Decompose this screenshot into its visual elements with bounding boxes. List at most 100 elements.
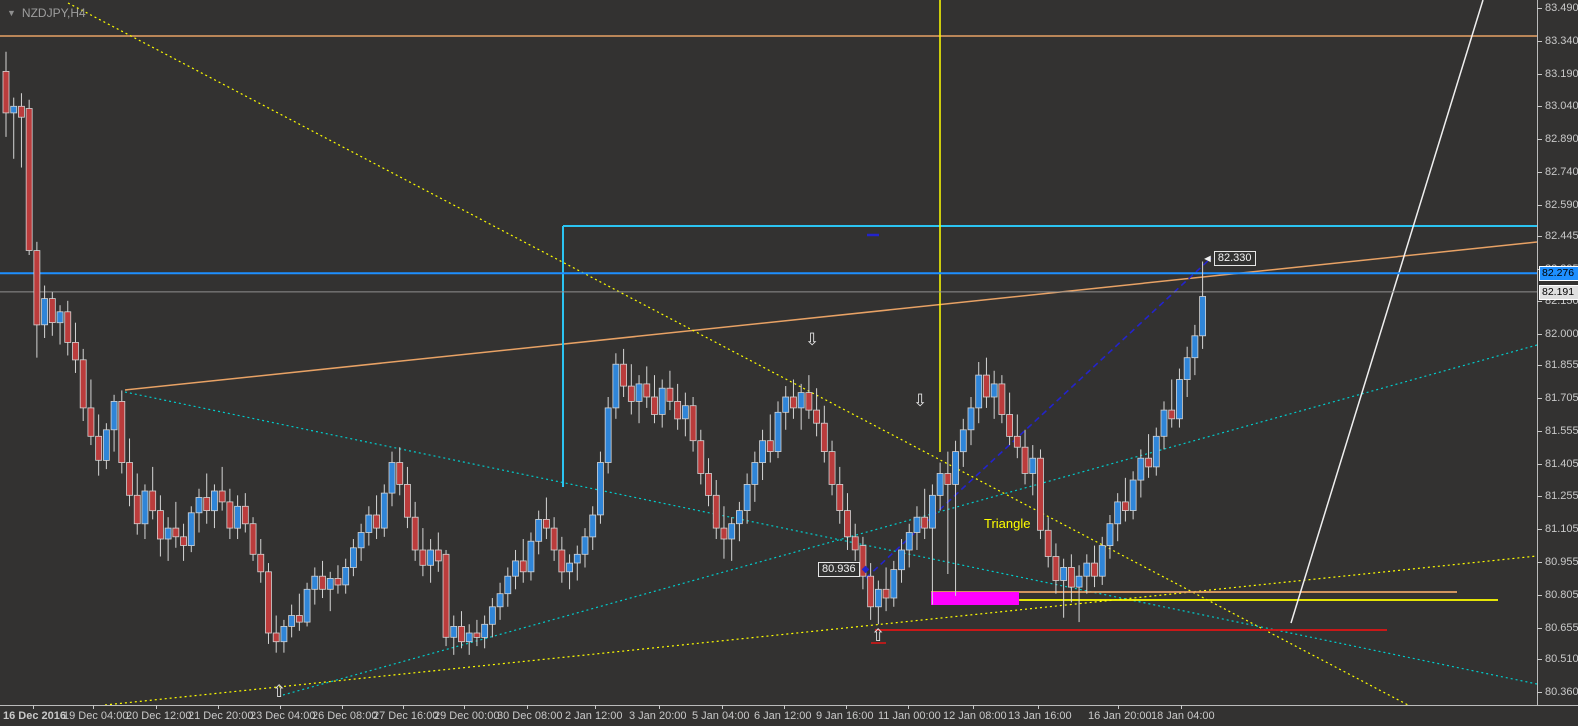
candle-bear <box>33 250 41 326</box>
candle-bear <box>620 363 627 387</box>
candle-bear <box>674 400 682 420</box>
time-tick-mark <box>218 705 219 709</box>
candle-bull <box>41 298 48 326</box>
price-tag-high[interactable]: ◄ 82.330 <box>1202 251 1256 266</box>
candle-bull <box>1176 379 1183 420</box>
time-axis-border <box>0 705 1578 706</box>
candle-bear <box>983 374 990 398</box>
candle-bear <box>720 527 728 540</box>
time-tick-label: 6 Jan 12:00 <box>754 710 812 722</box>
chevron-down-icon[interactable]: ▼ <box>7 8 16 18</box>
candle-bear <box>1044 529 1052 557</box>
candle-bear <box>133 494 141 525</box>
time-tick-mark <box>784 705 785 709</box>
time-tick-label: 11 Jan 00:00 <box>878 710 941 722</box>
candle-bear <box>1013 435 1021 448</box>
candle-bull <box>759 440 766 464</box>
candle-bull <box>1129 479 1137 512</box>
candle-bull <box>1183 357 1191 381</box>
candle-bear <box>697 440 705 474</box>
price-tick-label: 80.360 <box>1545 686 1578 698</box>
time-tick-label: 3 Jan 20:00 <box>629 710 687 722</box>
price-tick-label: 82.590 <box>1545 198 1578 211</box>
candle-bull <box>681 405 689 420</box>
price-tick-mark <box>1537 333 1542 335</box>
price-tick-label: 82.445 <box>1545 230 1578 243</box>
time-tick-label: 26 Dec 08:00 <box>312 710 378 722</box>
price-tick-mark <box>1537 106 1542 108</box>
candle-bear <box>1067 567 1075 588</box>
triangle-text-label[interactable]: Triangle <box>984 516 1031 531</box>
candle-bear <box>550 527 558 551</box>
candle-bear <box>458 626 465 643</box>
candle-bull <box>141 490 149 525</box>
candle-bull <box>743 483 751 511</box>
candle-bear <box>627 385 635 402</box>
price-tick-mark <box>1537 8 1542 9</box>
candle-bull <box>1106 523 1114 547</box>
time-tick-label: 20 Dec 12:00 <box>126 710 192 722</box>
magenta-zone <box>931 592 1019 605</box>
time-tick-mark <box>659 705 660 709</box>
candle-bull <box>975 374 983 409</box>
candle-bear <box>265 571 272 634</box>
time-tick-label: 5 Jan 04:00 <box>692 710 750 722</box>
bid-price-badge: 82.276 <box>1539 266 1578 282</box>
candle-bear <box>1006 414 1013 437</box>
candle-bear <box>851 536 859 551</box>
candle-bull <box>342 567 350 586</box>
price-tick-label: 80.655 <box>1545 621 1578 634</box>
candle-bull <box>1075 575 1083 588</box>
candle-bull <box>349 547 357 568</box>
price-tick-mark <box>1537 496 1542 498</box>
time-tick-label: 29 Dec 00:00 <box>434 710 500 722</box>
candle-bear <box>543 519 550 529</box>
candle-bull <box>774 411 782 452</box>
candle-bear <box>1168 409 1176 420</box>
time-tick-mark <box>908 705 909 709</box>
candle-bear <box>867 575 875 608</box>
candle-bear <box>95 435 103 461</box>
down-arrow-11jan-icon[interactable]: ⇩ <box>913 391 928 410</box>
time-tick-mark <box>1118 705 1119 709</box>
candle-bull <box>303 588 311 623</box>
price-tick-label: 82.890 <box>1545 133 1578 146</box>
price-tag-low[interactable]: 80.936 ◆ <box>818 562 869 577</box>
candle-bear <box>820 422 828 453</box>
candle-bear <box>79 359 87 409</box>
candle-bull <box>10 105 18 114</box>
price-tick-mark <box>1537 40 1542 42</box>
candle-bear <box>651 396 658 415</box>
candle-bear <box>1052 556 1060 581</box>
candle-bull <box>728 523 736 540</box>
price-tick-mark <box>1537 529 1542 531</box>
time-tick-label: 12 Jan 08:00 <box>943 710 1007 722</box>
price-tick-label: 83.190 <box>1545 67 1578 80</box>
price-tick-mark <box>1537 398 1542 400</box>
diamond-icon: ◆ <box>861 564 870 575</box>
time-tick-mark <box>280 705 281 709</box>
down-arrow-6jan-icon[interactable]: ⇩ <box>805 330 820 349</box>
candle-bull <box>604 407 612 463</box>
candle-bull <box>797 392 805 409</box>
candle-bull <box>1199 296 1206 337</box>
candle-bear <box>25 108 33 251</box>
candle-bull <box>496 593 504 608</box>
time-tick-label: 16 Jan 20:00 <box>1088 710 1152 722</box>
candle-bear <box>203 497 211 512</box>
candle-bear <box>396 462 404 485</box>
price-tick-mark <box>1537 204 1542 206</box>
up-arrow-9jan-icon[interactable]: ⇧ <box>871 626 886 645</box>
candle-bull <box>187 512 195 546</box>
up-arrow-23dec-icon[interactable]: ⇧ <box>272 682 287 701</box>
candle-bear <box>921 516 929 529</box>
candle-bull <box>990 383 998 398</box>
candle-bear <box>1145 457 1152 468</box>
time-tick-label: 9 Jan 16:00 <box>816 710 874 722</box>
candle-bear <box>558 549 566 573</box>
candle-bear <box>2 71 10 114</box>
candle-bear <box>519 560 527 573</box>
candle-bull <box>365 514 373 533</box>
time-tick-label: 30 Dec 08:00 <box>497 710 563 722</box>
